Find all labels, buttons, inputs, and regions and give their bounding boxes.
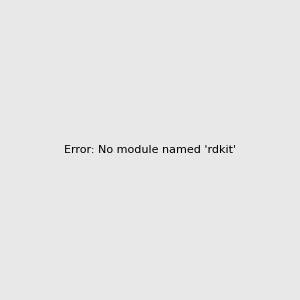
Text: Error: No module named 'rdkit': Error: No module named 'rdkit': [64, 145, 236, 155]
